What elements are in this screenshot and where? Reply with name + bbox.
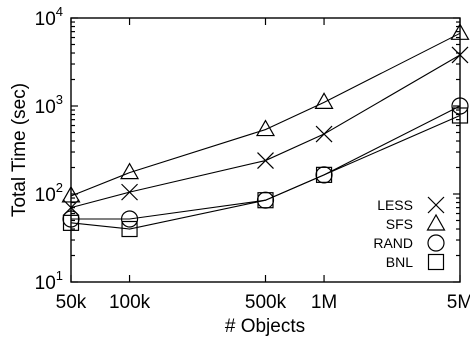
legend-symbol-sfs — [426, 213, 446, 231]
data-point-bnl — [451, 107, 469, 124]
data-point-rand — [451, 97, 469, 115]
y-axis-title: Total Time (sec) — [9, 83, 30, 217]
data-point-sfs — [314, 92, 334, 109]
x-tick-label: 500k — [245, 292, 287, 313]
data-point-less — [257, 152, 274, 169]
series-line-sfs — [70, 32, 461, 197]
legend-label: LESS — [377, 197, 413, 213]
data-point-sfs — [120, 162, 140, 180]
series-line-bnl — [70, 114, 461, 230]
data-point-bnl — [315, 166, 333, 183]
series-bnl — [62, 107, 469, 238]
legend-item-rand: RAND — [373, 234, 445, 252]
legend-item-bnl: BNL — [386, 253, 445, 271]
x-tick-label: 50k — [56, 292, 87, 313]
legend-label: SFS — [386, 216, 413, 232]
y-tick-label: 102 — [35, 180, 63, 206]
data-point-bnl — [257, 192, 274, 209]
data-point-rand — [120, 210, 139, 228]
series-less — [62, 46, 469, 217]
data-point-less — [451, 46, 469, 64]
legend-symbol-bnl — [427, 253, 445, 271]
series-sfs — [61, 23, 470, 203]
data-point-less — [121, 183, 138, 201]
x-axis-title: # Objects — [225, 316, 305, 337]
legend-symbol-rand — [427, 234, 445, 252]
data-point-bnl — [62, 214, 80, 231]
data-point-sfs — [61, 185, 81, 203]
data-point-sfs — [255, 119, 276, 137]
legend-item-sfs: SFS — [386, 213, 446, 232]
y-axis: 101 102 103 104 — [35, 4, 460, 294]
series-line-less — [70, 54, 461, 209]
data-point-sfs — [450, 23, 470, 40]
data-point-bnl — [121, 220, 138, 238]
x-tick-label: 100k — [109, 292, 151, 313]
x-tick-label: 1M — [311, 292, 337, 313]
y-tick-label: 101 — [35, 268, 63, 294]
x-axis: 50k 100k 500k 1M 5M — [56, 18, 470, 313]
legend-label: BNL — [386, 254, 413, 270]
legend-label: RAND — [373, 235, 413, 251]
y-tick-label: 103 — [35, 92, 63, 118]
x-tick-label: 5M — [447, 292, 470, 313]
data-point-less — [315, 125, 333, 143]
legend-item-less: LESS — [377, 196, 445, 214]
legend: LESS SFS RAND BNL — [373, 196, 446, 271]
series-layer — [61, 23, 470, 238]
legend-symbol-less — [427, 196, 445, 214]
y-tick-label: 104 — [35, 4, 63, 30]
